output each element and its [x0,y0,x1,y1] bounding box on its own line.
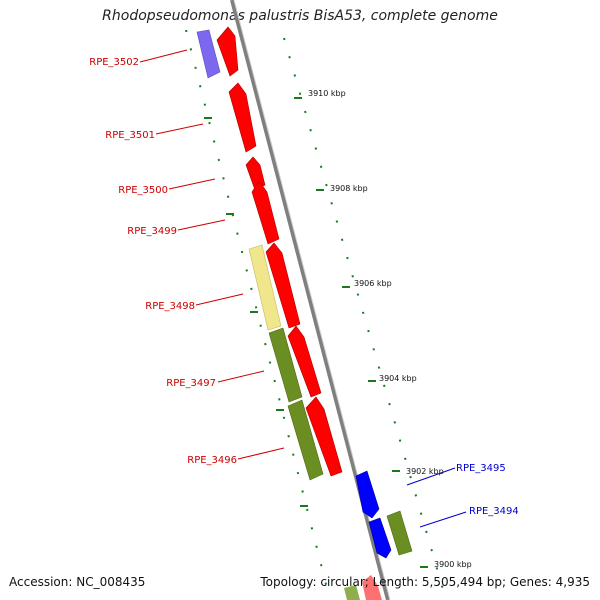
label-leader-lines [139,49,467,528]
cog-box-rpe-3496 [287,399,324,481]
gene-label-rpe-3498[interactable]: RPE_3498 [145,301,195,312]
scale-labels: 3910 kbp 3908 kbp 3906 kbp 3904 kbp 3902… [308,89,472,569]
gene-label-rpe-3501[interactable]: RPE_3501 [105,130,155,141]
genome-summary-text: Topology: circular; Length: 5,505,494 bp… [260,575,590,589]
gene-arrow-rpe-3501[interactable] [228,82,257,153]
scale-label-3902: 3902 kbp [406,467,444,476]
accession-text: Accession: NC_008435 [9,575,146,589]
gene-arrow-rpe-3495[interactable] [355,470,380,519]
scale-label-3904: 3904 kbp [379,374,417,383]
gene-arrow-rpe-3498[interactable] [265,242,301,329]
gene-labels: RPE_3502 RPE_3501 RPE_3500 RPE_3499 RPE_… [89,57,519,517]
gene-label-rpe-3496[interactable]: RPE_3496 [187,455,237,466]
gene-arrow-rpe-3499[interactable] [251,180,280,245]
cog-category-boxes [196,29,360,600]
gene-arrow-rpe-3496[interactable] [305,396,343,477]
gene-label-rpe-3502[interactable]: RPE_3502 [89,57,139,68]
genome-title: Rhodopseudomonas palustris BisA53, compl… [102,8,498,24]
gene-arrow-rpe-3502[interactable] [216,26,239,77]
cog-box-rpe-3502 [196,29,221,79]
cog-box-rpe-3498 [248,244,282,331]
gene-label-rpe-3500[interactable]: RPE_3500 [118,185,168,196]
gene-label-rpe-3494[interactable]: RPE_3494 [469,506,519,517]
cog-box-rpe-3497 [268,327,303,403]
gene-label-rpe-3497[interactable]: RPE_3497 [166,378,216,389]
gene-arrow-rpe-3497[interactable] [287,325,322,398]
scale-label-3900: 3900 kbp [434,560,472,569]
cog-box-rpe-3494 [386,510,413,556]
scale-label-3908: 3908 kbp [330,184,368,193]
gene-label-rpe-3499[interactable]: RPE_3499 [127,226,177,237]
scale-label-3906: 3906 kbp [354,279,392,288]
major-ticks [204,97,428,568]
gene-arrow-rpe-3494[interactable] [368,517,392,559]
forward-genes [216,26,382,600]
scale-label-3910: 3910 kbp [308,89,346,98]
inner-tick-track [185,29,331,600]
gene-arrow-rpe-3500[interactable] [245,156,266,191]
reverse-genes [355,470,413,559]
gene-label-rpe-3495[interactable]: RPE_3495 [456,463,506,474]
